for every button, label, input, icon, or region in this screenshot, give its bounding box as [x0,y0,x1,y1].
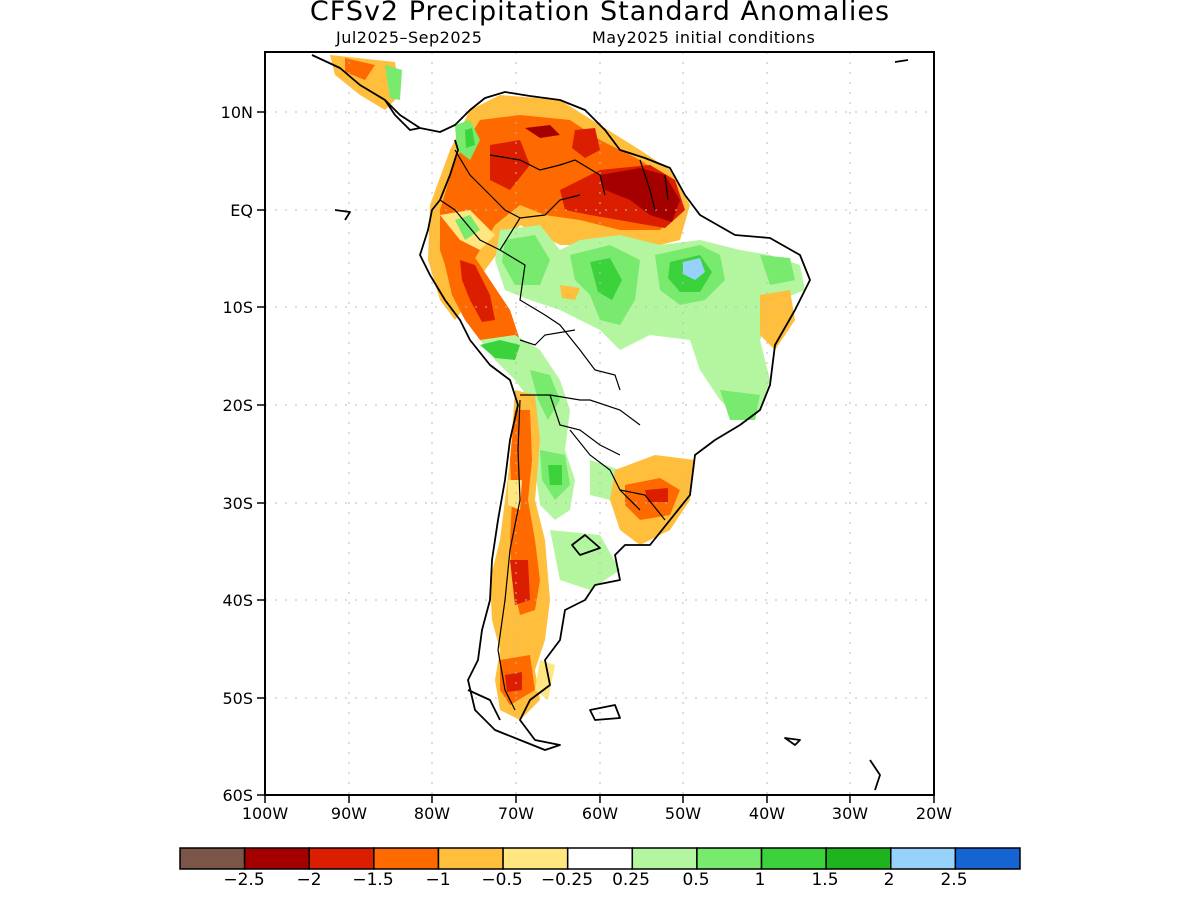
colorbar-label: 2.5 [940,870,968,890]
anomaly-region [600,168,680,222]
lat-label: 50S [222,689,253,708]
colorbar-swatch [502,847,569,870]
colorbar-label: 1.5 [811,870,839,890]
lon-label: 80W [413,804,451,823]
country-borders [439,149,669,711]
anomaly-region [465,128,475,148]
lon-label: 100W [241,804,289,823]
colorbar-swatch [566,847,634,870]
colorbar-label: −1.5 [352,870,394,890]
anomaly-region [510,560,530,605]
lat-label: 10N [220,103,253,122]
colorbar-swatch [696,847,763,870]
colorbar-swatch [243,847,310,870]
colorbar-label: 0.5 [682,870,710,890]
lon-label: 70W [497,804,535,823]
colorbar-label: −1 [425,870,451,890]
coastlines [311,54,909,791]
lon-label: 60W [581,804,619,823]
tick-marks [257,111,935,803]
lat-label: 20S [222,396,253,415]
anomaly-shading [330,55,805,720]
anomaly-region [455,215,480,240]
anomaly-region [590,258,622,300]
colorbar-label: −0.25 [540,870,594,890]
forecast-period: Jul2025–Sep2025 [336,28,483,47]
lat-label: 60S [222,786,253,805]
anomaly-region [502,235,550,285]
lon-label: 40W [748,804,786,823]
colorbar-swatch [437,847,504,870]
anomaly-region [760,255,795,285]
colorbar-swatch [308,847,375,870]
colorbar-swatch [890,847,957,870]
lon-label: 30W [831,804,869,823]
anomaly-region [548,465,562,485]
anomaly-region [490,140,530,190]
colorbar-label: 1 [754,870,766,890]
anomaly-region [720,390,760,420]
chart-title: CFSv2 Precipitation Standard Anomalies [309,0,891,27]
lon-label: 20W [915,804,953,823]
lat-label: 30S [222,494,253,513]
colorbar-label: 0.25 [612,870,650,890]
lat-label: 10S [222,298,253,317]
colorbar [179,847,1021,870]
colorbar-label: −2 [296,870,322,890]
anomaly-region [525,125,560,138]
lat-label: 40S [222,591,253,610]
colorbar-label: −2.5 [223,870,265,890]
anomaly-region [645,488,668,502]
initial-conditions: May2025 initial conditions [592,28,816,47]
anomaly-region [345,58,375,80]
colorbar-swatch [825,847,892,870]
anomaly-region [508,480,522,510]
anomaly-region [505,672,522,692]
colorbar-label: −0.5 [481,870,523,890]
colorbar-swatch [954,847,1021,870]
colorbar-swatch [631,847,698,870]
anomaly-region [480,340,520,360]
anomaly-region [495,225,805,420]
anomaly-region [385,65,402,100]
lon-label: 50W [664,804,702,823]
anomaly-region [683,258,705,280]
anomaly-region [535,660,555,700]
anomaly-region [572,128,600,158]
anomaly-region [560,285,580,300]
lon-label: 90W [330,804,368,823]
anomaly-region [550,530,620,590]
anomaly-region [760,290,795,350]
gridlines [265,52,934,795]
colorbar-swatch [179,847,246,870]
colorbar-label: 2 [883,870,895,890]
colorbar-swatch [373,847,440,870]
lat-label: EQ [230,201,253,220]
colorbar-swatch [760,847,827,870]
